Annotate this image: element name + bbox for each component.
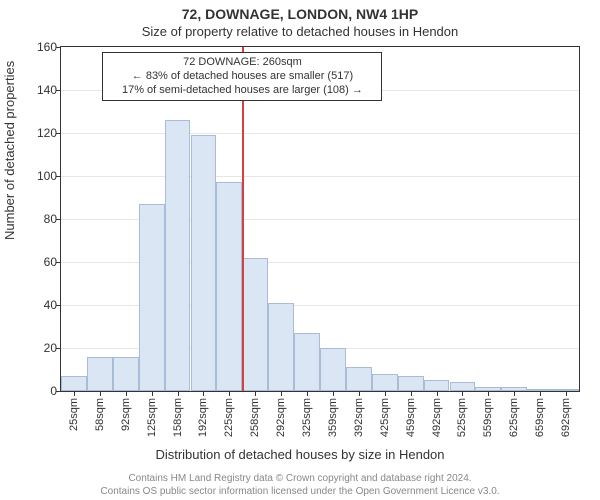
xtick-label: 692sqm — [560, 398, 572, 437]
histogram-bar — [320, 348, 346, 391]
chart-title-main: 72, DOWNAGE, LONDON, NW4 1HP — [0, 6, 600, 22]
ytick-label: 0 — [27, 384, 57, 398]
gridline-h — [61, 133, 579, 134]
xtick-label: 525sqm — [456, 398, 468, 437]
ytick-label: 80 — [27, 212, 57, 226]
xtick-mark — [152, 391, 153, 396]
histogram-bar — [294, 333, 320, 391]
histogram-bar — [398, 376, 424, 391]
xtick-label: 58sqm — [94, 398, 106, 431]
histogram-bar — [268, 303, 294, 391]
xtick-mark — [566, 391, 567, 396]
xtick-mark — [100, 391, 101, 396]
y-axis-label: Number of detached properties — [2, 61, 17, 240]
footer-line-1: Contains HM Land Registry data © Crown c… — [0, 473, 600, 484]
xtick-label: 459sqm — [405, 398, 417, 437]
histogram-bar — [165, 120, 191, 391]
histogram-bar — [87, 357, 113, 391]
histogram-bar — [346, 367, 372, 391]
xtick-label: 392sqm — [353, 398, 365, 437]
xtick-label: 559sqm — [482, 398, 494, 437]
xtick-mark — [229, 391, 230, 396]
x-axis-label: Distribution of detached houses by size … — [0, 447, 600, 462]
xtick-label: 325sqm — [301, 398, 313, 437]
histogram-bar — [372, 374, 398, 391]
histogram-bar — [139, 204, 165, 391]
xtick-mark — [514, 391, 515, 396]
ytick-label: 100 — [27, 169, 57, 183]
xtick-mark — [203, 391, 204, 396]
xtick-label: 492sqm — [431, 398, 443, 437]
xtick-label: 359sqm — [327, 398, 339, 437]
plot-area: 72 DOWNAGE: 260sqm← 83% of detached hous… — [60, 46, 580, 392]
xtick-mark — [411, 391, 412, 396]
xtick-mark — [126, 391, 127, 396]
xtick-mark — [385, 391, 386, 396]
xtick-mark — [307, 391, 308, 396]
histogram-bar — [424, 380, 450, 391]
xtick-mark — [281, 391, 282, 396]
xtick-label: 292sqm — [275, 398, 287, 437]
xtick-mark — [462, 391, 463, 396]
histogram-bar — [61, 376, 87, 391]
xtick-mark — [74, 391, 75, 396]
histogram-bar — [450, 382, 476, 391]
annotation-line: ← 83% of detached houses are smaller (51… — [109, 70, 375, 84]
annotation-box: 72 DOWNAGE: 260sqm← 83% of detached hous… — [102, 52, 382, 101]
xtick-label: 225sqm — [223, 398, 235, 437]
histogram-bar — [216, 182, 242, 391]
xtick-mark — [540, 391, 541, 396]
ytick-label: 40 — [27, 298, 57, 312]
footer-line-2: Contains OS public sector information li… — [0, 486, 600, 497]
ytick-label: 120 — [27, 126, 57, 140]
histogram-bar — [191, 135, 217, 391]
xtick-mark — [437, 391, 438, 396]
chart-container: 72, DOWNAGE, LONDON, NW4 1HP Size of pro… — [0, 0, 600, 500]
xtick-mark — [359, 391, 360, 396]
xtick-mark — [488, 391, 489, 396]
gridline-h — [61, 176, 579, 177]
xtick-mark — [333, 391, 334, 396]
ytick-label: 140 — [27, 83, 57, 97]
xtick-label: 625sqm — [508, 398, 520, 437]
histogram-bar — [113, 357, 139, 391]
xtick-label: 25sqm — [68, 398, 80, 431]
ytick-label: 20 — [27, 341, 57, 355]
xtick-label: 192sqm — [197, 398, 209, 437]
annotation-line: 17% of semi-detached houses are larger (… — [109, 84, 375, 98]
xtick-label: 125sqm — [146, 398, 158, 437]
xtick-label: 258sqm — [249, 398, 261, 437]
ytick-label: 160 — [27, 40, 57, 54]
chart-title-sub: Size of property relative to detached ho… — [0, 24, 600, 39]
ytick-label: 60 — [27, 255, 57, 269]
xtick-mark — [178, 391, 179, 396]
xtick-label: 425sqm — [379, 398, 391, 437]
xtick-label: 158sqm — [172, 398, 184, 437]
xtick-mark — [255, 391, 256, 396]
xtick-label: 92sqm — [120, 398, 132, 431]
xtick-label: 659sqm — [534, 398, 546, 437]
histogram-bar — [242, 258, 268, 391]
annotation-line: 72 DOWNAGE: 260sqm — [109, 56, 375, 70]
